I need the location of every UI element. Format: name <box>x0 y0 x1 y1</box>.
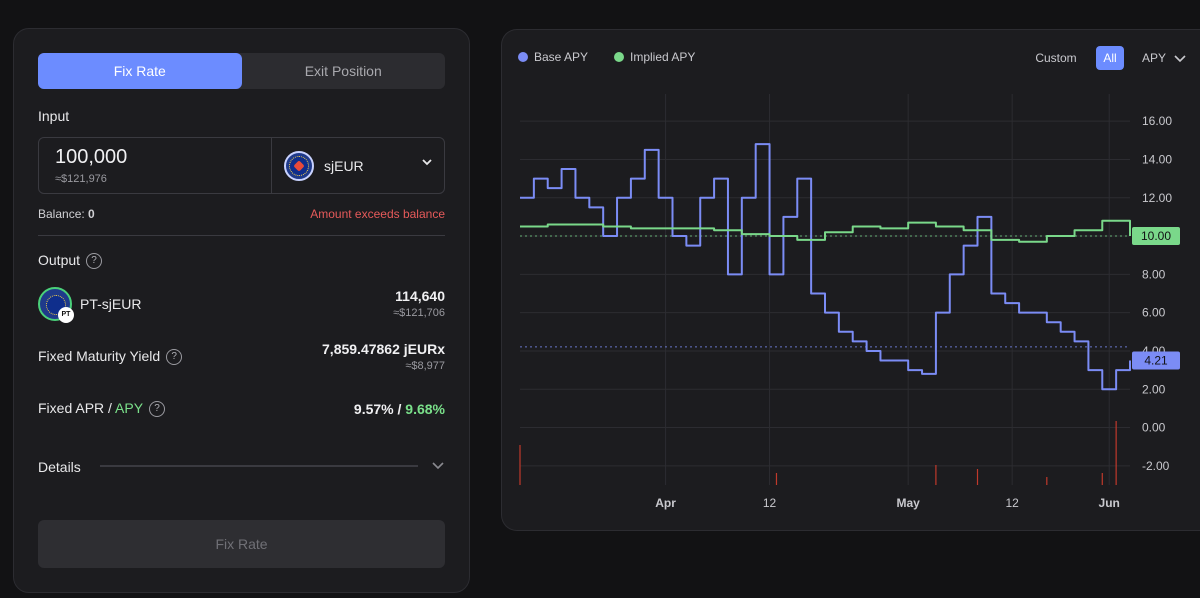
y-tick-label: 14.00 <box>1142 152 1172 166</box>
amount-input-box: 100,000 ≈$121,976 sjEUR <box>38 137 445 194</box>
apy-chart[interactable]: 16.0014.0012.0010.008.006.004.002.000.00… <box>502 30 1200 530</box>
apr-value: 9.57% <box>353 401 394 417</box>
y-tick-label: -2.00 <box>1142 459 1170 473</box>
apr-label: Fixed APR / <box>38 400 112 416</box>
x-tick-label: 12 <box>1005 496 1019 510</box>
y-tick-label: 8.00 <box>1142 267 1166 281</box>
input-divider <box>271 138 272 193</box>
balance-row: Balance: 0 <box>38 207 95 221</box>
y-tick-label: 12.00 <box>1142 191 1172 205</box>
output-token-name: PT-sjEUR <box>80 296 142 312</box>
fix-rate-panel: Fix Rate Exit Position Input 100,000 ≈$1… <box>13 28 470 593</box>
apy-label: APY <box>115 400 144 416</box>
series-line-base-apy <box>520 143 1131 391</box>
divider <box>38 235 445 236</box>
yield-label: Fixed Maturity Yield <box>38 348 161 364</box>
y-tick-label: 2.00 <box>1142 382 1166 396</box>
fix-rate-button[interactable]: Fix Rate <box>38 520 445 568</box>
x-tick-label: Apr <box>655 496 676 510</box>
details-toggle[interactable]: Details <box>38 459 81 475</box>
chevron-down-icon <box>422 159 432 166</box>
yield-value: 7,859.47862 jEURx ≈$8,977 <box>322 341 445 372</box>
apr-apy-separator: / <box>397 401 402 417</box>
output-value: 114,640 ≈$121,706 <box>393 288 445 319</box>
token-select[interactable]: sjEUR <box>272 138 444 193</box>
y-tick-label: 6.00 <box>1142 306 1166 320</box>
y-tick-label: 0.00 <box>1142 421 1166 435</box>
help-icon[interactable]: ? <box>86 253 103 270</box>
last-value-label: 10.00 <box>1141 229 1171 243</box>
sjeur-token-icon <box>284 150 314 181</box>
legend-base-apy-label: Base APY <box>534 50 589 64</box>
token-name: sjEUR <box>324 157 364 174</box>
last-value-badge <box>1132 227 1180 246</box>
legend-base-apy[interactable]: Base APY <box>518 50 588 64</box>
input-label: Input <box>38 108 70 124</box>
base-apy-swatch <box>518 52 528 62</box>
mode-tabs: Fix Rate Exit Position <box>38 53 445 89</box>
x-tick-label: May <box>897 496 921 510</box>
custom-range-button[interactable]: Custom <box>1035 51 1077 65</box>
help-icon[interactable]: ? <box>166 349 183 366</box>
legend-implied-apy-label: Implied APY <box>630 50 696 64</box>
metric-select[interactable]: APY <box>1136 46 1192 70</box>
pt-token-icon: PT <box>38 287 74 323</box>
chevron-down-icon <box>1174 55 1186 63</box>
amount-input[interactable]: 100,000 <box>55 146 128 168</box>
help-icon[interactable]: ? <box>149 401 166 418</box>
amount-usd-value: ≈$121,976 <box>55 173 107 185</box>
yield-amount: 7,859.47862 jEURx <box>322 341 445 357</box>
balance-value: 0 <box>88 207 95 221</box>
apr-label-row: Fixed APR / APY? <box>38 400 166 418</box>
output-usd: ≈$121,706 <box>393 307 445 319</box>
apy-value: 9.68% <box>405 401 445 417</box>
x-tick-label: Jun <box>1099 496 1120 510</box>
yield-usd: ≈$8,977 <box>405 360 445 372</box>
output-label: Output <box>38 252 81 268</box>
balance-label: Balance: <box>38 207 85 221</box>
tab-fix-rate[interactable]: Fix Rate <box>38 53 242 89</box>
output-label-row: Output? <box>38 252 103 270</box>
last-value-label: 4.21 <box>1144 354 1168 368</box>
all-range-button[interactable]: All <box>1096 46 1124 70</box>
y-tick-label: 16.00 <box>1142 114 1172 128</box>
apr-apy-value: 9.57% / 9.68% <box>354 401 445 417</box>
chevron-down-icon[interactable] <box>432 460 444 470</box>
implied-apy-swatch <box>614 52 624 62</box>
output-amount: 114,640 <box>395 288 445 304</box>
x-tick-label: 12 <box>763 496 777 510</box>
details-divider <box>100 465 418 467</box>
error-message: Amount exceeds balance <box>310 207 445 221</box>
pt-badge: PT <box>58 307 74 323</box>
tab-exit-position[interactable]: Exit Position <box>304 63 382 79</box>
apy-chart-panel: Base APY Implied APY Custom All APY 16.0… <box>501 29 1200 531</box>
yield-label-row: Fixed Maturity Yield? <box>38 348 183 366</box>
series-line-implied-apy <box>520 219 1131 243</box>
legend-implied-apy[interactable]: Implied APY <box>614 50 695 64</box>
metric-select-label: APY <box>1141 51 1166 65</box>
last-value-badge <box>1132 351 1180 370</box>
